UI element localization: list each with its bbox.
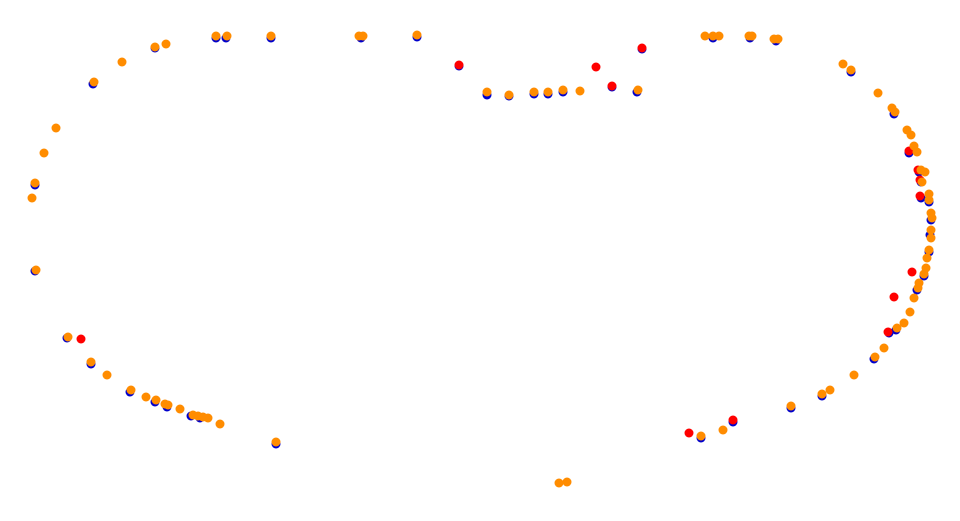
data-point: [271, 437, 281, 447]
data-point: [825, 385, 835, 395]
data-point: [591, 62, 601, 72]
data-point: [554, 478, 564, 488]
data-point: [188, 410, 198, 420]
data-point: [924, 195, 934, 205]
data-point: [575, 86, 585, 96]
data-point: [543, 87, 553, 97]
data-point: [222, 31, 232, 41]
data-point: [412, 30, 422, 40]
data-point: [718, 425, 728, 435]
data-point: [913, 283, 923, 293]
data-point: [175, 404, 185, 414]
data-point: [747, 31, 757, 41]
data-point: [922, 253, 932, 263]
data-point: [696, 431, 706, 441]
data-point: [906, 130, 916, 140]
data-point: [27, 193, 37, 203]
data-point: [151, 395, 161, 405]
data-point: [786, 401, 796, 411]
data-point: [849, 370, 859, 380]
data-point: [924, 245, 934, 255]
data-point: [150, 42, 160, 52]
data-point: [870, 352, 880, 362]
data-point: [126, 385, 136, 395]
data-point: [117, 57, 127, 67]
data-point: [266, 31, 276, 41]
data-point: [86, 357, 96, 367]
data-point: [773, 34, 783, 44]
data-point: [817, 389, 827, 399]
data-point: [529, 87, 539, 97]
data-point: [915, 191, 925, 201]
data-point: [160, 399, 170, 409]
data-point: [454, 60, 464, 70]
data-point: [607, 81, 617, 91]
data-point: [905, 307, 915, 317]
data-point: [873, 88, 883, 98]
data-point: [909, 293, 919, 303]
data-point: [917, 177, 927, 187]
data-point: [102, 370, 112, 380]
data-point: [211, 31, 221, 41]
data-point: [684, 428, 694, 438]
data-point: [215, 419, 225, 429]
data-point: [51, 123, 61, 133]
data-point: [728, 415, 738, 425]
data-point: [504, 90, 514, 100]
data-point: [562, 477, 572, 487]
data-point: [558, 85, 568, 95]
data-point: [926, 233, 936, 243]
data-point: [846, 65, 856, 75]
data-point: [912, 147, 922, 157]
data-point: [838, 59, 848, 69]
data-point: [637, 43, 647, 53]
data-point: [907, 267, 917, 277]
data-point: [890, 107, 900, 117]
data-point: [927, 213, 937, 223]
data-point: [889, 292, 899, 302]
data-point: [892, 323, 902, 333]
data-point: [30, 178, 40, 188]
data-point: [899, 318, 909, 328]
data-point: [879, 343, 889, 353]
data-point: [76, 334, 86, 344]
data-point: [633, 85, 643, 95]
data-point: [358, 31, 368, 41]
data-point: [920, 167, 930, 177]
data-point: [63, 332, 73, 342]
data-point: [39, 148, 49, 158]
data-point: [700, 31, 710, 41]
data-point: [89, 77, 99, 87]
data-point: [141, 392, 151, 402]
data-point: [926, 225, 936, 235]
data-point: [31, 265, 41, 275]
data-point: [161, 39, 171, 49]
data-point: [919, 269, 929, 279]
data-point: [714, 31, 724, 41]
data-point: [482, 87, 492, 97]
data-point: [883, 327, 893, 337]
